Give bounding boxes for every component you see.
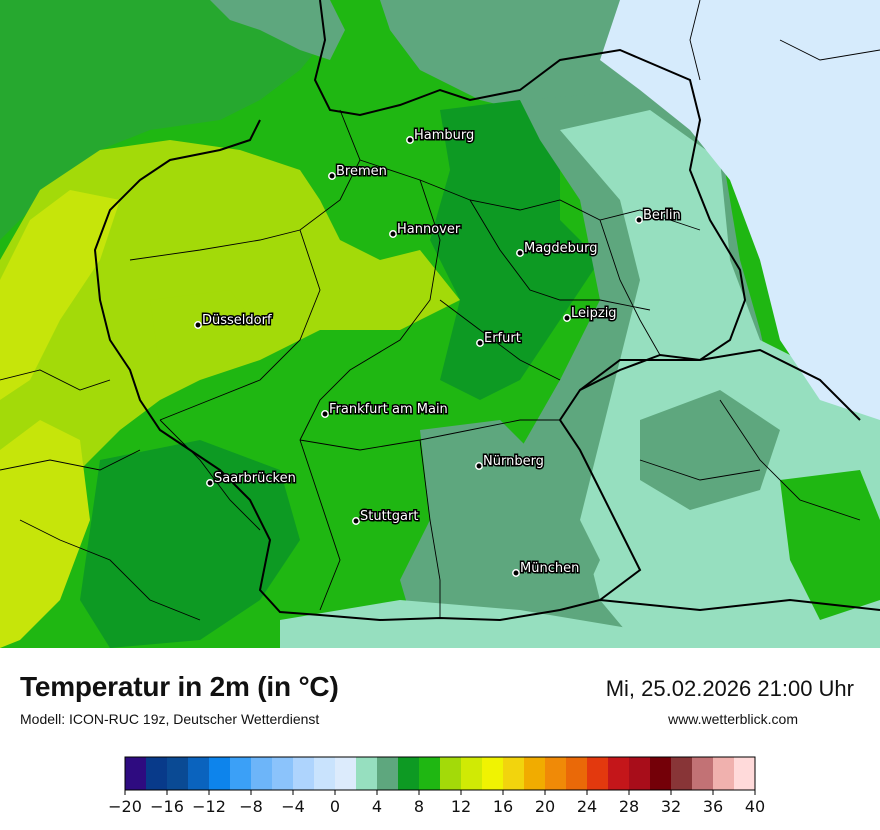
city-label: Berlin bbox=[643, 208, 681, 223]
city-label: München bbox=[520, 561, 579, 576]
legend-tick-label: −4 bbox=[281, 797, 305, 816]
city-marker bbox=[352, 517, 360, 525]
legend-tick-label: 28 bbox=[619, 797, 639, 816]
legend-swatch bbox=[377, 757, 399, 790]
legend-swatch bbox=[125, 757, 147, 790]
coast-warm-area bbox=[0, 190, 120, 400]
legend-swatch bbox=[419, 757, 441, 790]
forecast-datetime: Mi, 25.02.2026 21:00 Uhr bbox=[605, 676, 854, 701]
legend-tick-label: −8 bbox=[239, 797, 263, 816]
legend-tick-label: 40 bbox=[745, 797, 765, 816]
country-borders bbox=[93, 0, 880, 622]
legend-tick-label: −20 bbox=[108, 797, 142, 816]
bohemia-cool-patch bbox=[640, 390, 780, 510]
legend-swatch bbox=[335, 757, 357, 790]
map-title: Temperatur in 2m (in °C) bbox=[20, 671, 339, 702]
legend-swatch bbox=[692, 757, 714, 790]
legend-swatch bbox=[524, 757, 546, 790]
city-marker bbox=[563, 314, 571, 322]
south-west-green bbox=[80, 440, 300, 648]
legend-tick-label: 20 bbox=[535, 797, 555, 816]
city-marker bbox=[194, 321, 202, 329]
legend-swatch bbox=[314, 757, 336, 790]
city-label: Bremen bbox=[336, 164, 387, 179]
city-marker bbox=[321, 410, 329, 418]
legend-tick-label: 36 bbox=[703, 797, 723, 816]
city-label: Düsseldorf bbox=[202, 313, 272, 328]
legend-swatch bbox=[503, 757, 525, 790]
south-cool-area bbox=[400, 420, 600, 648]
legend-swatch bbox=[230, 757, 252, 790]
city-marker bbox=[475, 462, 483, 470]
color-legend: −20 −16 −12 −8 −4 0 4 8 12 16 20 24 28 32 36 40 bbox=[108, 756, 765, 816]
website-link[interactable]: www.wetterblick.com bbox=[668, 711, 798, 727]
legend-tick-label: 32 bbox=[661, 797, 681, 816]
legend-swatch bbox=[608, 757, 630, 790]
central-cool-area bbox=[430, 100, 600, 400]
city-marker bbox=[635, 216, 643, 224]
city-marker bbox=[389, 230, 397, 238]
model-subtitle: Modell: ICON-RUC 19z, Deutscher Wetterdi… bbox=[20, 711, 320, 727]
legend-swatch bbox=[440, 757, 462, 790]
legend-tick-label: −12 bbox=[192, 797, 226, 816]
legend-swatch bbox=[734, 757, 756, 790]
city-label: Leipzig bbox=[571, 306, 617, 321]
legend-swatch bbox=[188, 757, 210, 790]
north-sea-cool bbox=[210, 0, 345, 60]
city-label: Hannover bbox=[397, 222, 461, 237]
city-marker bbox=[406, 136, 414, 144]
city-label: Hamburg bbox=[414, 128, 474, 143]
legend-swatch bbox=[167, 757, 189, 790]
west-warm-area bbox=[0, 140, 460, 640]
state-borders bbox=[0, 0, 880, 621]
temperature-map: Hamburg Bremen Hannover Berlin Magdeburg Düss… bbox=[0, 0, 880, 648]
legend-swatch bbox=[482, 757, 504, 790]
southwest-warm-area bbox=[0, 420, 90, 648]
legend-swatch bbox=[545, 757, 567, 790]
city-marker bbox=[516, 249, 524, 257]
legend-swatch bbox=[209, 757, 231, 790]
city-label: Stuttgart bbox=[360, 509, 418, 524]
city-label: Frankfurt am Main bbox=[329, 402, 448, 417]
legend-swatch bbox=[356, 757, 378, 790]
central-warm-patch bbox=[150, 290, 260, 370]
legend-swatch bbox=[146, 757, 168, 790]
legend-swatch bbox=[566, 757, 588, 790]
city-label: Erfurt bbox=[484, 331, 521, 346]
legend-tick-label: 24 bbox=[577, 797, 597, 816]
city-label: Saarbrücken bbox=[214, 471, 296, 486]
city-marker bbox=[476, 339, 484, 347]
legend-frame bbox=[124, 756, 756, 791]
legend-swatch bbox=[713, 757, 735, 790]
legend-tick-label: 16 bbox=[493, 797, 513, 816]
city-marker bbox=[206, 479, 214, 487]
legend-swatch bbox=[251, 757, 273, 790]
legend-swatch bbox=[293, 757, 315, 790]
legend-swatch bbox=[461, 757, 483, 790]
city-marker bbox=[328, 172, 336, 180]
city-label: Nürnberg bbox=[483, 454, 544, 469]
legend-swatch bbox=[272, 757, 294, 790]
legend-tick-label: 12 bbox=[451, 797, 471, 816]
city-marker bbox=[512, 569, 520, 577]
legend-tick-label: 8 bbox=[414, 797, 424, 816]
legend-swatch bbox=[398, 757, 420, 790]
legend-swatch bbox=[671, 757, 693, 790]
legend-tick-label: 0 bbox=[330, 797, 340, 816]
legend-tick-label: 4 bbox=[372, 797, 382, 816]
legend-swatch bbox=[650, 757, 672, 790]
northeast-coldest-area bbox=[600, 0, 880, 420]
city-label: Magdeburg bbox=[524, 241, 598, 256]
legend-swatch bbox=[629, 757, 651, 790]
north-sea-area bbox=[0, 0, 330, 240]
legend-tick-label: −16 bbox=[150, 797, 184, 816]
legend-swatch bbox=[587, 757, 609, 790]
alps-cold-area bbox=[280, 600, 880, 648]
southeast-green-patch bbox=[780, 470, 880, 620]
